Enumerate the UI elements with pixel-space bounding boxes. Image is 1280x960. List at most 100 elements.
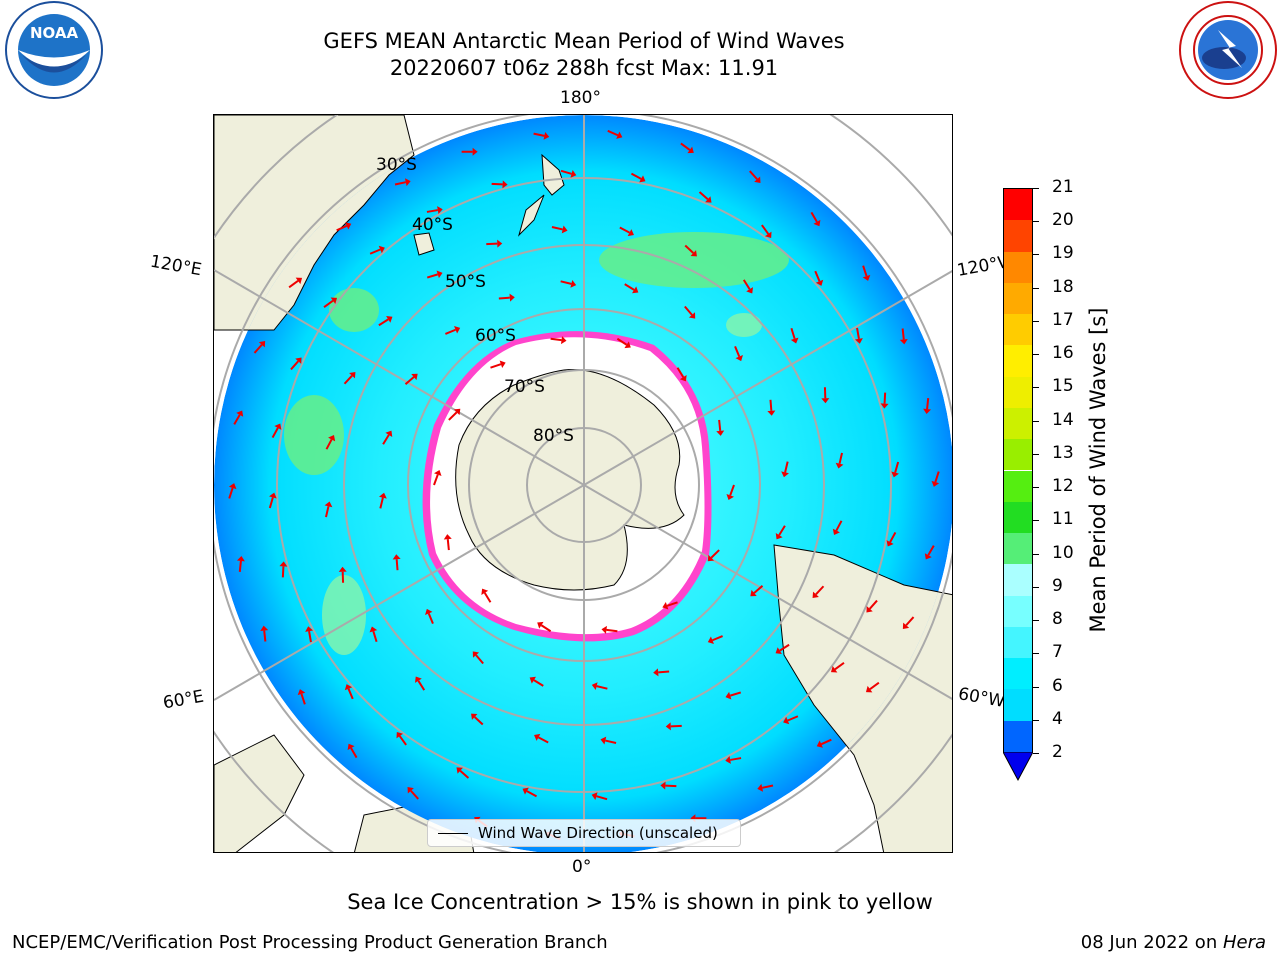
legend-line-sample (438, 833, 468, 834)
wind-wave-arrowhead (561, 336, 567, 345)
wind-wave-arrow (491, 182, 503, 186)
wind-wave-arrowhead (767, 410, 776, 416)
wind-wave-arrow (856, 327, 860, 339)
colorbar-tick-label: 19 (1052, 243, 1074, 264)
nws-logo (1179, 1, 1277, 99)
wind-wave-arrow (606, 628, 618, 633)
wind-wave-arrowhead (627, 229, 634, 237)
wind-wave-arrowhead (854, 338, 863, 344)
colorbar-tick (1033, 553, 1039, 555)
footer-branch: NCEP/EMC/Verification Post Processing Pr… (12, 932, 608, 953)
wind-wave-arrow (533, 679, 544, 687)
wave-patch (322, 575, 366, 655)
wind-wave-arrowhead (499, 360, 506, 369)
wind-wave-arrowhead (543, 131, 550, 140)
wind-wave-arrowhead (783, 716, 790, 725)
wind-wave-arrow (630, 172, 642, 180)
colorbar-segment (1004, 282, 1032, 315)
colorbar-tick (1033, 320, 1039, 322)
wind-wave-arrowhead (436, 270, 443, 279)
wind-wave-arrow (926, 398, 930, 410)
wind-wave-arrow (446, 539, 450, 551)
colorbar-tick-label: 11 (1052, 509, 1074, 530)
wind-wave-arrowhead (653, 668, 659, 677)
legend-label: Wind Wave Direction (unscaled) (478, 824, 718, 842)
wind-wave-arrow (526, 790, 538, 798)
wind-wave-arrow (624, 283, 635, 291)
wind-wave-arrow (814, 270, 821, 282)
wind-wave-arrowhead (379, 492, 387, 499)
wind-wave-arrow (810, 211, 818, 223)
wind-wave-arrow (742, 279, 751, 290)
colorbar-tick (1033, 221, 1039, 223)
wind-wave-arrow (228, 487, 234, 499)
wind-wave-arrow (417, 680, 426, 691)
wind-wave-arrow (729, 691, 742, 697)
wind-wave-arrow (300, 693, 306, 705)
wind-wave-arrow (698, 191, 709, 201)
lon-label-60w: 60°W (956, 684, 1007, 712)
wind-wave-arrow (607, 129, 619, 137)
colorbar-tick (1033, 420, 1039, 422)
wind-wave-arrowhead (886, 540, 894, 547)
wind-wave-arrowhead (750, 589, 757, 597)
wind-wave-arrowhead (497, 239, 503, 248)
wind-wave-arrowhead (338, 566, 347, 572)
wind-wave-arrow (410, 790, 419, 800)
wind-wave-arrow (379, 497, 384, 509)
colorbar-extend-arrow (1003, 752, 1033, 782)
wind-wave-arrowhead (931, 480, 940, 487)
wind-wave-arrow (395, 559, 399, 571)
wind-wave-arrow (378, 318, 389, 327)
wind-wave-arrow (459, 769, 470, 779)
colorbar-tick-label: 10 (1052, 542, 1074, 563)
wind-wave-arrowhead (865, 685, 873, 693)
wind-wave-arrowhead (866, 606, 873, 613)
wind-wave-arrowhead (735, 355, 743, 362)
wind-wave-arrowhead (812, 591, 819, 598)
wind-wave-arrowhead (616, 131, 623, 139)
wind-wave-arrow (596, 685, 608, 690)
lat-label-80s: 80°S (533, 426, 574, 446)
wind-wave-arrowhead (228, 483, 237, 490)
wind-wave-arrow (325, 438, 333, 450)
wind-wave-arrow (730, 757, 742, 761)
colorbar-tick-label: 7 (1052, 642, 1063, 663)
wind-wave-arrowhead (765, 231, 772, 239)
lat-label-50s: 50°S (445, 272, 486, 292)
wind-wave-arrowhead (407, 787, 414, 794)
wind-wave-arrowhead (425, 608, 433, 615)
colorbar-tick-label: 14 (1052, 409, 1074, 430)
wind-wave-arrowhead (345, 222, 352, 230)
wind-wave-arrow (533, 132, 545, 137)
wind-wave-arrowhead (260, 625, 269, 632)
graticule (214, 115, 952, 852)
wind-wave-arrowhead (392, 554, 401, 560)
chart-title: GEFS MEAN Antarctic Mean Period of Wind … (323, 29, 845, 53)
wind-wave-arrow (271, 427, 279, 439)
colorbar-segment (1004, 533, 1032, 565)
colorbar-tick-label: 20 (1052, 210, 1074, 231)
svg-text:NOAA: NOAA (30, 24, 79, 42)
wind-wave-arrowhead (757, 783, 764, 792)
wind-wave-arrowhead (522, 787, 529, 795)
wind-wave-arrowhead (707, 636, 714, 644)
wind-wave-arrow (540, 624, 552, 633)
colorbar-tick (1033, 753, 1039, 754)
wind-wave-arrowhead (570, 170, 577, 178)
wind-wave-arrow (835, 520, 843, 532)
wind-wave-arrow (665, 784, 677, 788)
colorbar-tick (1033, 686, 1039, 688)
wind-wave-arrow (619, 226, 631, 234)
wind-wave-arrowhead (537, 621, 544, 629)
wind-wave-arrow (779, 643, 790, 652)
wind-wave-arrow (290, 360, 300, 371)
wind-wave-arrowhead (775, 533, 783, 540)
colorbar-tick (1033, 254, 1039, 256)
wind-wave-arrowhead (830, 666, 838, 673)
wind-wave-arrow (749, 170, 758, 180)
tasmania-land (413, 232, 435, 256)
lon-label-180: 180° (560, 88, 601, 108)
colorbar-segment (1004, 314, 1032, 346)
wave-patch (284, 395, 344, 475)
